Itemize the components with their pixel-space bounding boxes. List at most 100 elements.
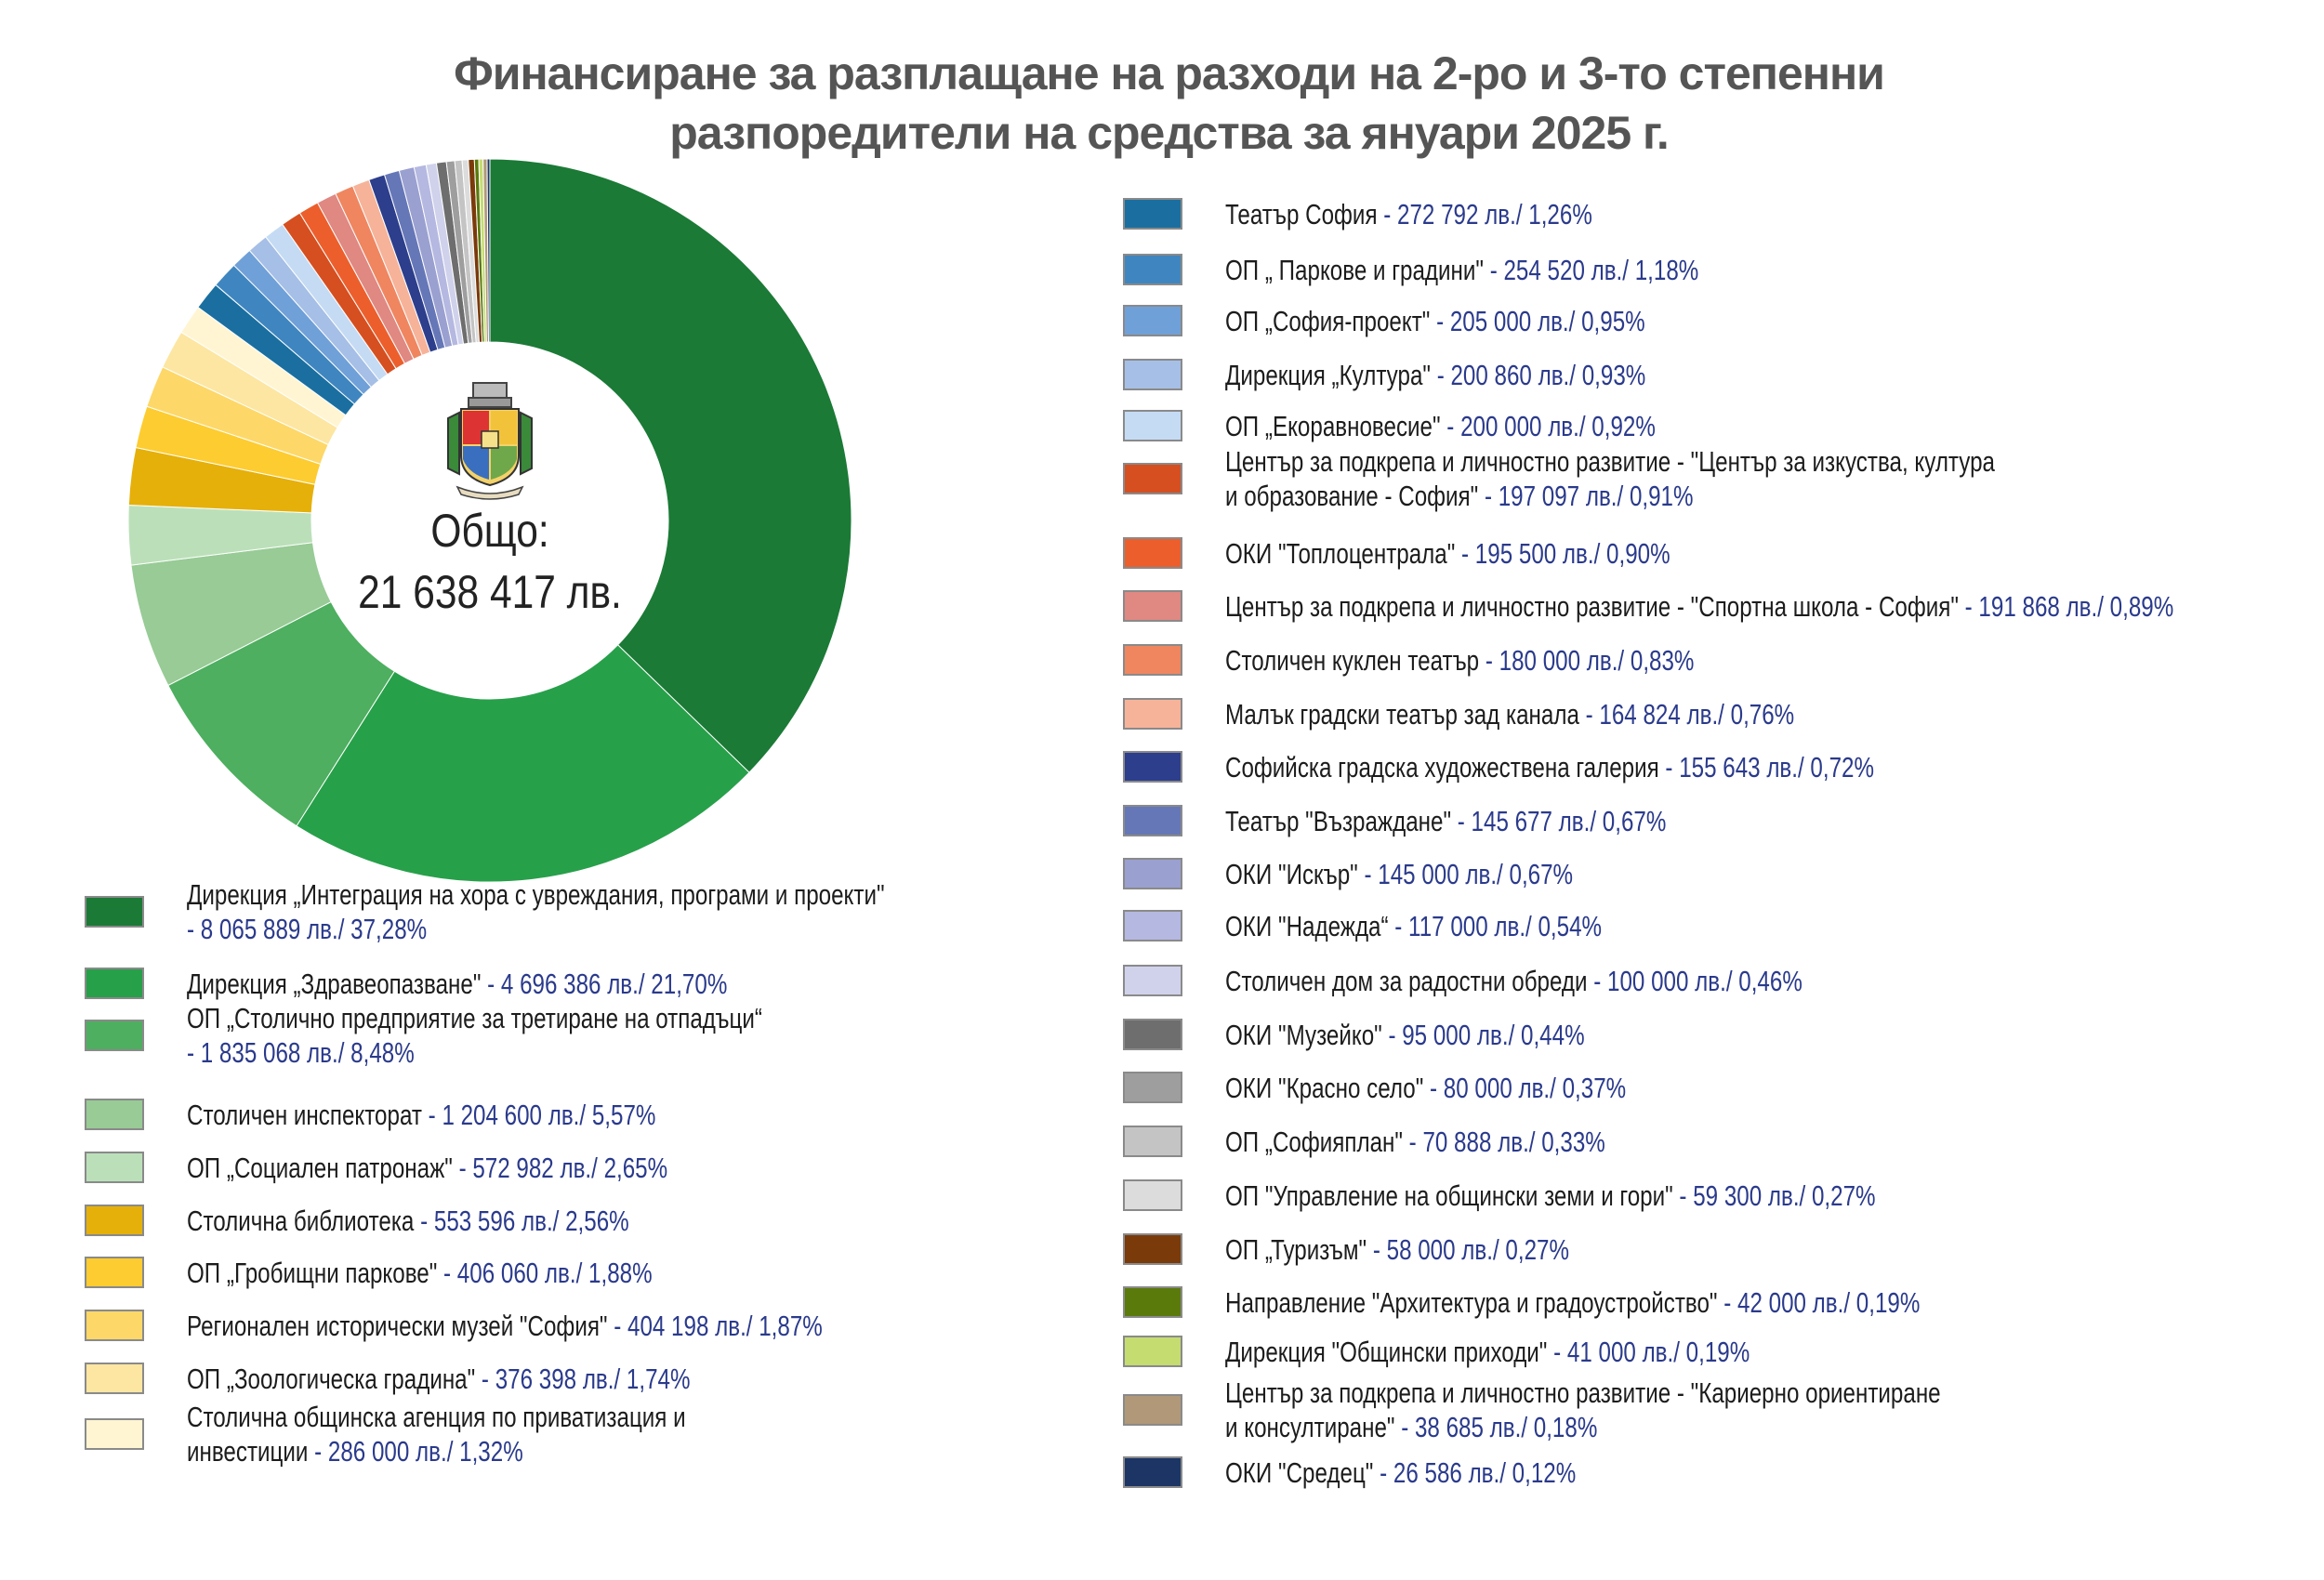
legend-item: ОКИ "Музейко" - 95 000 лв./ 0,44% [1123, 1016, 1686, 1053]
legend-swatch [1123, 410, 1182, 441]
legend-item: Столичен инспекторат - 1 204 600 лв./ 5,… [85, 1096, 788, 1133]
legend-item: ОП „Социален патронаж" - 572 982 лв./ 2,… [85, 1149, 803, 1186]
legend-label: ОП „Туризъм" [1225, 1232, 1367, 1266]
legend-item: Театър София - 272 792 лв./ 1,26% [1123, 195, 1696, 232]
legend-swatch [85, 1418, 144, 1450]
legend-swatch [1123, 359, 1182, 390]
legend-label: ОКИ "Топлоцентрала" [1225, 536, 1456, 570]
legend-label: ОП „ Паркове и градини" [1225, 253, 1484, 286]
legend-text: Дирекция "Общински приходи" - 41 000 лв.… [1225, 1335, 1750, 1369]
legend-label: ОКИ "Средец" [1225, 1455, 1374, 1489]
legend-label: ОП „Социален патронаж" [187, 1151, 453, 1184]
legend-amount: - 164 824 лв./ 0,76% [1578, 697, 1795, 731]
legend-text: Столичен инспекторат - 1 204 600 лв./ 5,… [187, 1098, 655, 1132]
legend-text: Дирекция „Интеграция на хора с увреждани… [187, 877, 885, 946]
legend-amount: - 58 000 лв./ 0,27% [1367, 1232, 1569, 1266]
legend-label: Направление "Архитектура и градоустройст… [1225, 1285, 1718, 1319]
legend-swatch [1123, 1286, 1182, 1318]
legend-swatch [1123, 910, 1182, 941]
total-label: Общо: [430, 505, 549, 557]
legend-swatch [1123, 1019, 1182, 1050]
legend-label: ОП „София-проект" [1225, 304, 1431, 337]
legend-text: Център за подкрепа и личностно развитие … [1225, 1376, 1941, 1444]
legend-amount: - 100 000 лв./ 0,46% [1587, 964, 1802, 997]
legend-label: ОКИ "Красно село" [1225, 1071, 1424, 1104]
legend-label: Център за подкрепа и личностно развитие … [1225, 589, 1959, 623]
donut-slice [489, 158, 852, 773]
legend-swatch [85, 1205, 144, 1236]
legend-label: Регионален исторически музей "София" [187, 1309, 608, 1342]
legend-label: Софийска градска художествена галерия [1225, 750, 1659, 783]
chart-title-line2: разпоредители на средства за януари 2025… [669, 107, 1670, 159]
legend-item: Дирекция "Общински приходи" - 41 000 лв.… [1123, 1333, 1897, 1370]
legend-amount: - 1 835 068 лв./ 8,48% [187, 1036, 415, 1069]
legend-swatch [1123, 1336, 1182, 1367]
legend-item: Дирекция „Култура" - 200 860 лв./ 0,93% [1123, 356, 1764, 393]
legend-amount: - 41 000 лв./ 0,19% [1547, 1335, 1750, 1368]
legend-label: ОП „Зоологическа градина" [187, 1362, 476, 1395]
legend-swatch [1123, 1456, 1182, 1488]
legend-swatch [85, 1310, 144, 1341]
sofia-coat-of-arms-logo [447, 382, 533, 500]
legend-text: ОКИ "Топлоцентрала" - 195 500 лв./ 0,90% [1225, 536, 1670, 571]
legend-text: ОКИ "Искър" - 145 000 лв./ 0,67% [1225, 857, 1573, 891]
legend-item: ОП „ Паркове и градини" - 254 520 лв./ 1… [1123, 251, 1832, 288]
legend-text: ОП "Управление на общински земи и гори" … [1225, 1178, 1876, 1213]
legend-amount: - 205 000 лв./ 0,95% [1430, 304, 1645, 337]
legend-text: ОП „Столично предприятие за третиране на… [187, 1001, 762, 1070]
legend-label: ОП „Столично предприятие за третиране на… [187, 1002, 762, 1034]
legend-item: ОП "Управление на общински земи и гори" … [1123, 1177, 2059, 1214]
legend-text: Столична общинска агенция по приватизаци… [187, 1400, 686, 1468]
legend-item: ОП „Софияплан" - 70 888 лв./ 0,33% [1123, 1123, 1712, 1160]
legend-item: Софийска градска художествена галерия - … [1123, 748, 2057, 785]
legend-item: ОП „Столично предприятие за третиране на… [85, 1002, 924, 1069]
legend-amount: - 286 000 лв./ 1,32% [308, 1435, 523, 1468]
legend-swatch [85, 1257, 144, 1288]
legend-amount: - 404 198 лв./ 1,87% [607, 1309, 823, 1342]
legend-swatch [1123, 858, 1182, 889]
legend-amount: - 95 000 лв./ 0,44% [1381, 1018, 1585, 1051]
legend-swatch [85, 896, 144, 928]
legend-text: ОКИ "Музейко" - 95 000 лв./ 0,44% [1225, 1018, 1585, 1052]
legend-swatch [1123, 805, 1182, 836]
legend-item: ОКИ "Искър" - 145 000 лв./ 0,67% [1123, 855, 1671, 892]
legend-amount: - 117 000 лв./ 0,54% [1388, 909, 1603, 942]
legend-text: ОКИ "Надежда“ - 117 000 лв./ 0,54% [1225, 909, 1602, 943]
legend-amount: - 376 398 лв./ 1,74% [475, 1362, 691, 1395]
legend-item: Столичен куклен театър - 180 000 лв./ 0,… [1123, 641, 1827, 678]
legend-amount: - 200 860 лв./ 0,93% [1430, 358, 1646, 391]
legend-item: Направление "Архитектура и градоустройст… [1123, 1284, 2116, 1321]
legend-text: Център за подкрепа и личностно развитие … [1225, 589, 2173, 624]
legend-swatch [1123, 965, 1182, 996]
legend-item: ОКИ "Средец" - 26 586 лв./ 0,12% [1123, 1454, 1675, 1491]
legend-text: ОП „Софияплан" - 70 888 лв./ 0,33% [1225, 1125, 1605, 1159]
legend-label: Дирекция "Общински приходи" [1225, 1335, 1548, 1368]
legend-swatch [85, 1363, 144, 1394]
legend-item: Столичен дом за радостни обреди - 100 00… [1123, 962, 1965, 999]
legend-item: Столична общинска агенция по приватизаци… [85, 1401, 826, 1468]
legend-text: Столичен дом за радостни обреди - 100 00… [1225, 964, 1802, 998]
legend-label: ОП „Софияплан" [1225, 1125, 1403, 1158]
legend-item: ОКИ "Красно село" - 80 000 лв./ 0,37% [1123, 1069, 1739, 1106]
legend-text: Център за подкрепа и личностно развитие … [1225, 444, 1995, 513]
legend-text: Театър София - 272 792 лв./ 1,26% [1225, 197, 1592, 231]
legend-item: ОКИ "Топлоцентрала" - 195 500 лв./ 0,90% [1123, 534, 1796, 572]
legend-item: ОП „Туризъм" - 58 000 лв./ 0,27% [1123, 1231, 1666, 1268]
legend-amount: - 42 000 лв./ 0,19% [1717, 1285, 1921, 1319]
legend-label: Столична общинска агенция по приватизаци… [187, 1401, 686, 1468]
legend-swatch [1123, 590, 1182, 622]
legend-swatch [1123, 305, 1182, 336]
legend-swatch [1123, 1233, 1182, 1265]
legend-swatch [1123, 1179, 1182, 1211]
legend-swatch [85, 1099, 144, 1130]
total-value: 21 638 417 лв. [358, 566, 622, 618]
donut-slice [486, 158, 491, 343]
legend-amount: - 145 000 лв./ 0,67% [1357, 857, 1574, 890]
legend-text: Софийска градска художествена галерия - … [1225, 750, 1874, 784]
legend-label: Център за подкрепа и личностно развитие … [1225, 1376, 1941, 1443]
chart-title-line1: Финансиране за разплащане на разходи на … [454, 47, 1885, 99]
legend-text: ОКИ "Красно село" - 80 000 лв./ 0,37% [1225, 1071, 1626, 1105]
legend-swatch [1123, 254, 1182, 285]
legend-item: Регионален исторически музей "София" - 4… [85, 1307, 1002, 1344]
